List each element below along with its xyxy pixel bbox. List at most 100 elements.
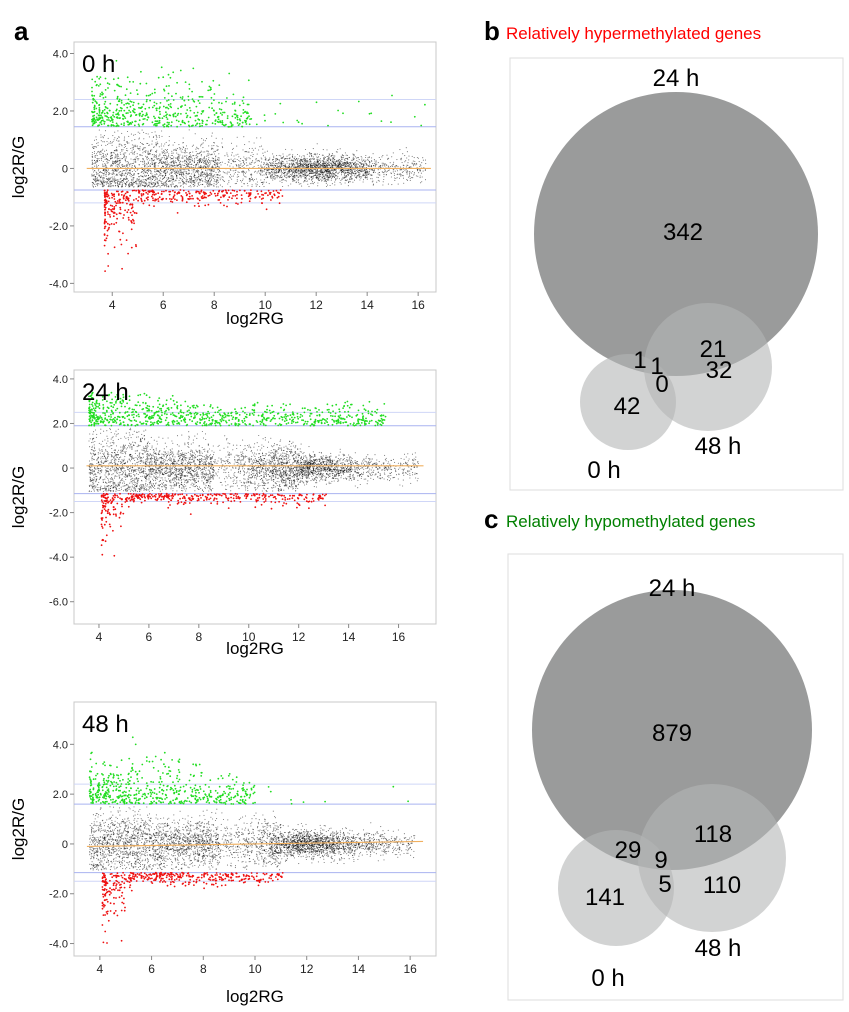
hypo-point [194, 205, 196, 207]
data-point [270, 162, 271, 163]
hypo-point [147, 196, 149, 198]
data-point [283, 163, 284, 164]
data-point [384, 171, 385, 172]
data-point [361, 176, 362, 177]
data-point [162, 185, 163, 186]
data-point [310, 158, 311, 159]
hyper-point [166, 126, 168, 128]
data-point [116, 162, 117, 163]
data-point [102, 184, 103, 185]
data-point [376, 164, 377, 165]
data-point [166, 180, 167, 181]
data-point [96, 179, 97, 180]
data-point [111, 165, 112, 166]
hyper-point [264, 120, 266, 122]
data-point [150, 153, 151, 154]
hyper-point [137, 93, 139, 95]
data-point [187, 148, 188, 149]
data-point [185, 151, 186, 152]
data-point [373, 153, 374, 154]
data-point [178, 164, 179, 165]
data-point [332, 177, 333, 178]
data-point [129, 169, 130, 170]
data-point [380, 165, 381, 166]
hyper-point [162, 117, 164, 119]
data-point [211, 166, 212, 167]
data-point [329, 159, 330, 160]
data-point [288, 171, 289, 172]
data-point [101, 175, 102, 176]
data-point [219, 175, 220, 176]
data-point [134, 182, 135, 183]
data-point [231, 155, 232, 156]
hyper-point [244, 111, 246, 113]
data-point [305, 175, 306, 176]
data-point [115, 182, 116, 183]
data-point [313, 183, 314, 184]
data-point [119, 137, 120, 138]
data-point [281, 172, 282, 173]
hyper-point [160, 102, 162, 104]
data-point [321, 171, 322, 172]
data-point [150, 182, 151, 183]
data-point [379, 174, 380, 175]
data-point [346, 169, 347, 170]
hyper-point [178, 121, 180, 123]
data-point [356, 176, 357, 177]
data-point [161, 136, 162, 137]
data-point [159, 135, 160, 136]
data-point [329, 165, 330, 166]
data-point [117, 170, 118, 171]
data-point [203, 166, 204, 167]
data-point [258, 149, 259, 150]
data-point [175, 160, 176, 161]
data-point [106, 161, 107, 162]
data-point [179, 174, 180, 175]
data-point [214, 183, 215, 184]
data-point [270, 165, 271, 166]
data-point [92, 152, 93, 153]
data-point [110, 156, 111, 157]
data-point [120, 160, 121, 161]
data-point [123, 157, 124, 158]
data-point [152, 141, 153, 142]
data-point [266, 172, 267, 173]
data-point [409, 171, 410, 172]
data-point [243, 173, 244, 174]
data-point [166, 183, 167, 184]
data-point [111, 152, 112, 153]
hyper-point [220, 112, 222, 114]
hyper-point [189, 126, 191, 128]
hyper-point [248, 115, 250, 117]
data-point [243, 183, 244, 184]
hypo-point [113, 196, 115, 198]
hyper-point [187, 96, 189, 98]
data-point [149, 153, 150, 154]
data-point [133, 179, 134, 180]
hyper-point [92, 121, 94, 123]
data-point [156, 155, 157, 156]
data-point [409, 175, 410, 176]
data-point [181, 185, 182, 186]
data-point [293, 163, 294, 164]
data-point [341, 161, 342, 162]
data-point [116, 170, 117, 171]
data-point [209, 181, 210, 182]
data-point [337, 152, 338, 153]
data-point [163, 152, 164, 153]
data-point [360, 178, 361, 179]
data-point [264, 163, 265, 164]
data-point [388, 167, 389, 168]
data-point [143, 179, 144, 180]
data-point [325, 181, 326, 182]
data-point [207, 177, 208, 178]
data-point [159, 175, 160, 176]
data-point [151, 161, 152, 162]
hyper-point [109, 103, 111, 105]
data-point [111, 153, 112, 154]
data-point [308, 167, 309, 168]
data-point [126, 148, 127, 149]
data-point [259, 186, 260, 187]
data-point [137, 148, 138, 149]
data-point [354, 175, 355, 176]
